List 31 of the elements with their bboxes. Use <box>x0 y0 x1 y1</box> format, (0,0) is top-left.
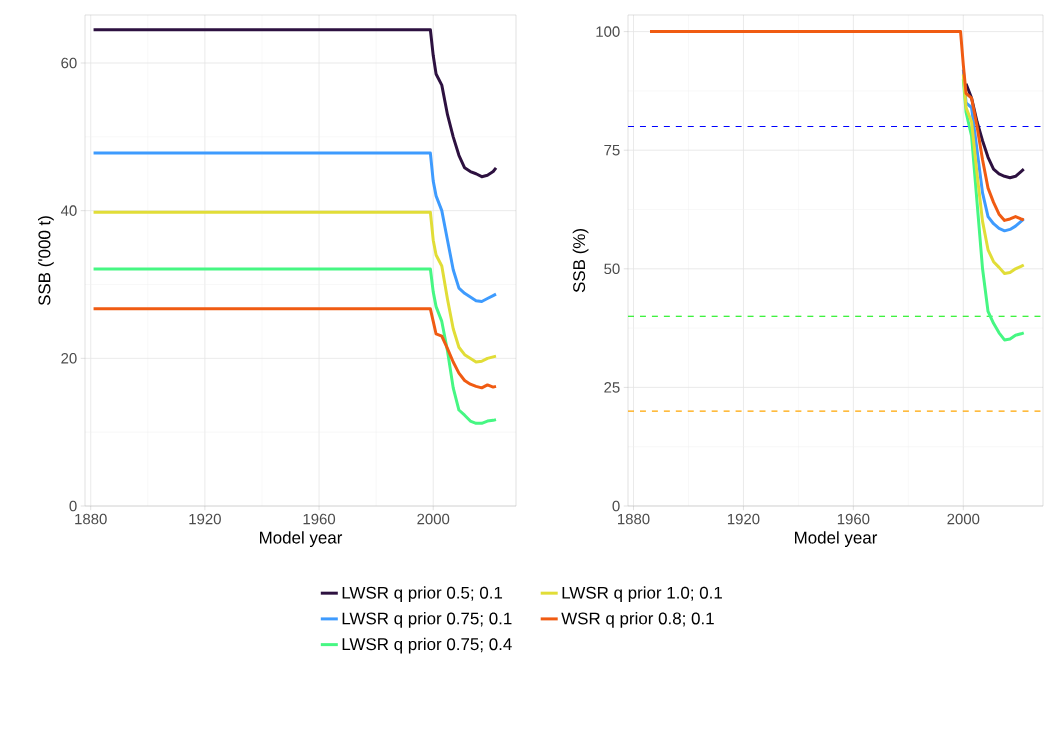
y-tick-label: 60 <box>61 57 77 69</box>
legend-label: LWSR q prior 0.75; 0.1 <box>342 612 512 628</box>
y-tick-label: 20 <box>61 353 77 364</box>
x-tick-label: 1880 <box>618 513 650 525</box>
x-tick-label: 1880 <box>75 513 107 525</box>
x-axis-title: Model year <box>795 531 878 547</box>
x-tick-label: 1920 <box>727 513 760 525</box>
y-tick-label: 100 <box>596 26 620 37</box>
y-tick-label: 0 <box>69 500 77 512</box>
line-series <box>961 72 1026 276</box>
x-tick-label: 1960 <box>303 513 336 525</box>
line-series <box>92 307 498 390</box>
x-tick-label: 1960 <box>837 513 870 525</box>
y-tick-label: 75 <box>604 144 620 156</box>
x-tick-label: 2000 <box>947 513 980 525</box>
y-tick-label: 40 <box>60 205 77 216</box>
x-axis-title: Model year <box>260 531 343 547</box>
legend-label: WSR q prior 0.8; 0.1 <box>561 612 714 628</box>
y-axis-title: SSB ('000 t) <box>37 216 54 306</box>
line-series <box>92 28 498 179</box>
x-tick-label: 1920 <box>189 513 221 525</box>
y-tick-label: 0 <box>612 500 620 512</box>
line-series <box>648 30 1026 222</box>
x-tick-label: 2000 <box>417 513 450 525</box>
line-series <box>92 267 498 425</box>
y-tick-label: 50 <box>604 263 620 275</box>
legend-label: LWSR q prior 0.75; 0.4 <box>342 637 512 654</box>
legend-label: LWSR q prior 1.0; 0.1 <box>562 586 722 603</box>
y-tick-label: 25 <box>604 382 620 393</box>
legend-label: LWSR q prior 0.5; 0.1 <box>342 586 503 603</box>
y-axis-title: SSB (%) <box>572 229 589 293</box>
